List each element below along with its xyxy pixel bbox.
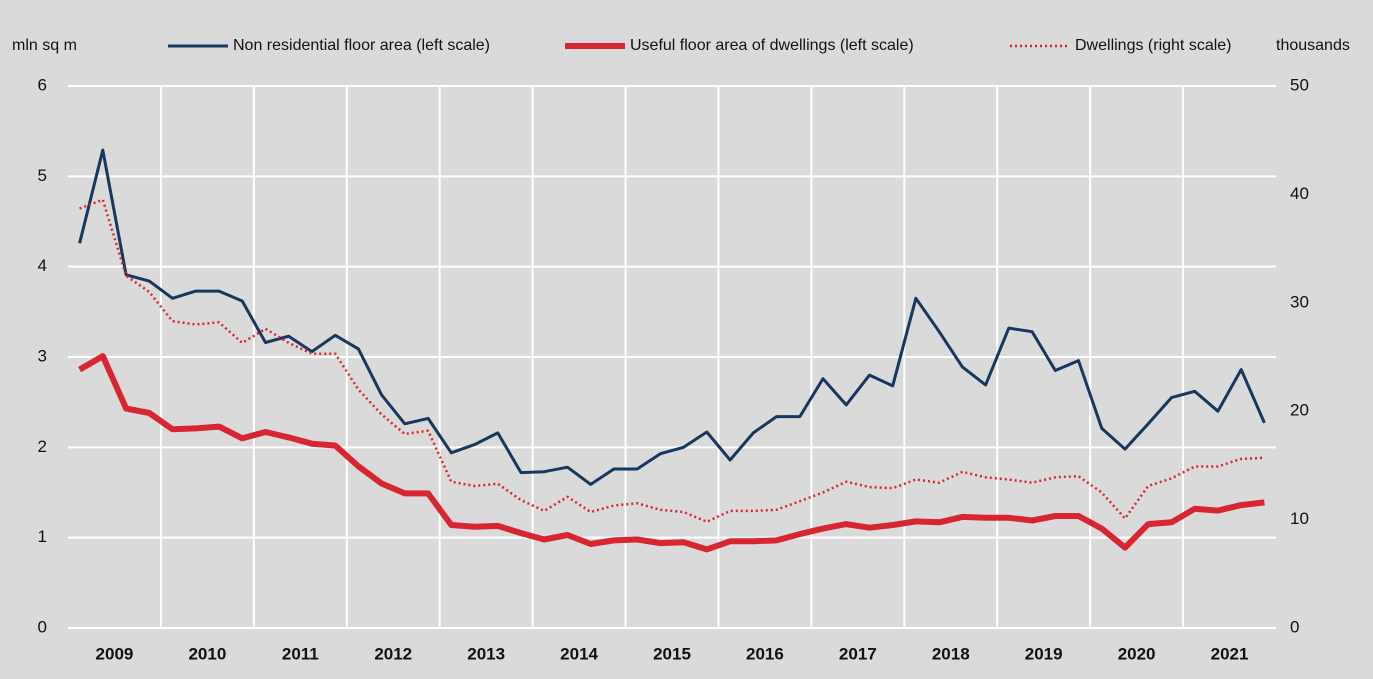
x-tick-label: 2016 <box>746 644 784 663</box>
y-tick-label: 1 <box>38 527 47 546</box>
y-tick-label: 6 <box>38 75 47 94</box>
x-tick-label: 2021 <box>1211 644 1249 663</box>
y2-tick-label: 10 <box>1290 509 1309 528</box>
y-tick-label: 5 <box>38 166 47 185</box>
y-axis-label: mln sq m <box>12 37 77 54</box>
y-tick-label: 2 <box>38 437 47 456</box>
y2-tick-label: 30 <box>1290 292 1309 311</box>
x-tick-label: 2010 <box>188 644 226 663</box>
series-line <box>78 353 1265 553</box>
x-tick-label: 2009 <box>96 644 134 663</box>
x-tick-label: 2012 <box>374 644 412 663</box>
legend-label: Non residential floor area (left scale) <box>233 37 490 54</box>
x-tick-label: 2011 <box>282 644 319 663</box>
x-tick-label: 2020 <box>1118 644 1156 663</box>
y2-axis-label: thousands <box>1276 37 1350 54</box>
y2-tick-label: 50 <box>1290 75 1309 94</box>
legend-label: Dwellings (right scale) <box>1075 37 1232 54</box>
x-tick-label: 2014 <box>560 644 598 663</box>
x-tick-label: 2015 <box>653 644 691 663</box>
x-tick-label: 2018 <box>932 644 970 663</box>
x-tick-label: 2019 <box>1025 644 1063 663</box>
series-line <box>78 148 1266 486</box>
y-tick-label: 3 <box>38 346 47 365</box>
y2-tick-label: 40 <box>1290 184 1309 203</box>
y2-tick-label: 0 <box>1290 617 1299 636</box>
y-tick-label: 0 <box>38 617 47 636</box>
legend-label: Useful floor area of dwellings (left sca… <box>630 37 914 54</box>
y-tick-label: 4 <box>38 256 47 275</box>
x-tick-label: 2017 <box>839 644 877 663</box>
series-line <box>79 198 1265 524</box>
x-tick-label: 2013 <box>467 644 505 663</box>
y2-tick-label: 20 <box>1290 401 1309 420</box>
